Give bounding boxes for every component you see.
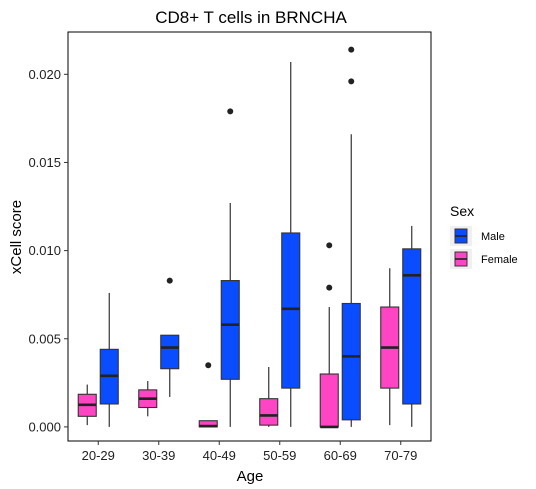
box-female-70-79: [380, 268, 400, 426]
box-female-50-59: [259, 366, 279, 427]
outlier-point: [227, 108, 234, 115]
x-tick-label: 70-79: [384, 448, 417, 463]
box-iqr: [259, 398, 279, 426]
x-axis-label: Age: [237, 468, 264, 485]
outlier-point: [348, 78, 355, 85]
box-male-40-49: [220, 108, 240, 427]
box-iqr: [402, 248, 422, 405]
outlier-point: [326, 242, 333, 249]
y-tick-label: 0.010: [28, 243, 61, 258]
boxes-layer: [77, 46, 422, 429]
box-iqr: [281, 232, 301, 389]
box-iqr: [220, 280, 240, 380]
x-tick-label: 60-69: [324, 448, 357, 463]
outlier-point: [205, 362, 212, 369]
x-tick-label: 50-59: [263, 448, 296, 463]
chart-title: CD8+ T cells in BRNCHA: [155, 8, 347, 27]
y-axis: 0.000 0.005 0.010 0.015 0.020: [28, 67, 68, 434]
y-axis-label: xCell score: [8, 200, 25, 274]
box-iqr: [319, 373, 339, 428]
x-tick-label: 20-29: [82, 448, 115, 463]
y-tick-label: 0.005: [28, 331, 61, 346]
box-male-60-69: [341, 46, 361, 427]
x-axis: 20-29 30-39 40-49 50-59 60-69 70-79: [82, 441, 417, 463]
legend-title: Sex: [450, 203, 474, 219]
box-female-20-29: [77, 384, 97, 426]
box-male-20-29: [99, 292, 119, 427]
y-tick-label: 0.020: [28, 67, 61, 82]
legend-label: Female: [481, 254, 518, 266]
box-female-30-39: [138, 381, 158, 417]
box-male-50-59: [281, 61, 301, 427]
box-male-30-39: [160, 277, 180, 397]
plot-panel: [67, 31, 432, 442]
x-tick-label: 40-49: [203, 448, 236, 463]
legend-label: Male: [481, 231, 505, 243]
legend: Sex Male Female: [450, 203, 518, 269]
box-male-70-79: [402, 225, 422, 427]
outlier-point: [348, 46, 355, 53]
outlier-point: [326, 284, 333, 291]
box-iqr: [160, 334, 180, 370]
y-tick-label: 0.000: [28, 419, 61, 434]
x-tick-label: 30-39: [142, 448, 175, 463]
box-female-40-49: [198, 362, 218, 428]
outlier-point: [166, 277, 173, 284]
y-tick-label: 0.015: [28, 155, 61, 170]
box-iqr: [341, 302, 361, 421]
box-female-60-69: [319, 242, 339, 429]
